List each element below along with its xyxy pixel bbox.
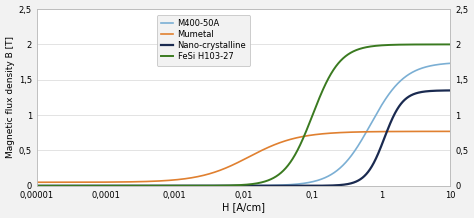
FeSi H103-27 <box>436 43 441 46</box>
FeSi H103-27 <box>224 184 230 187</box>
M400-50A <box>55 184 61 187</box>
Mumetal <box>55 181 61 184</box>
Nano-crystalline <box>235 184 241 187</box>
M400-50A <box>447 62 453 65</box>
Line: Mumetal: Mumetal <box>36 131 450 182</box>
Nano-crystalline <box>224 184 230 187</box>
Mumetal <box>360 131 365 133</box>
Nano-crystalline <box>34 184 39 187</box>
M400-50A <box>34 184 39 187</box>
M400-50A <box>436 63 441 66</box>
M400-50A <box>224 184 230 187</box>
Mumetal <box>436 130 441 133</box>
Line: M400-50A: M400-50A <box>36 63 450 186</box>
X-axis label: H [A/cm]: H [A/cm] <box>222 203 265 213</box>
M400-50A <box>360 137 365 140</box>
Y-axis label: Magnetic flux density B [T]: Magnetic flux density B [T] <box>6 36 15 158</box>
Mumetal <box>436 130 441 133</box>
Nano-crystalline <box>436 89 441 92</box>
Line: FeSi H103-27: FeSi H103-27 <box>36 44 450 186</box>
M400-50A <box>436 63 441 66</box>
Nano-crystalline <box>447 89 453 92</box>
FeSi H103-27 <box>34 184 39 187</box>
Mumetal <box>224 166 230 169</box>
FeSi H103-27 <box>436 43 441 46</box>
FeSi H103-27 <box>447 43 453 46</box>
Nano-crystalline <box>360 176 365 179</box>
Nano-crystalline <box>436 89 441 92</box>
Legend: M400-50A, Mumetal, Nano-crystalline, FeSi H103-27: M400-50A, Mumetal, Nano-crystalline, FeS… <box>157 15 250 66</box>
FeSi H103-27 <box>55 184 61 187</box>
Line: Nano-crystalline: Nano-crystalline <box>36 90 450 186</box>
Nano-crystalline <box>55 184 61 187</box>
Mumetal <box>235 161 241 164</box>
M400-50A <box>235 184 241 187</box>
FeSi H103-27 <box>235 184 241 186</box>
Mumetal <box>447 130 453 133</box>
FeSi H103-27 <box>360 47 365 49</box>
Mumetal <box>34 181 39 184</box>
